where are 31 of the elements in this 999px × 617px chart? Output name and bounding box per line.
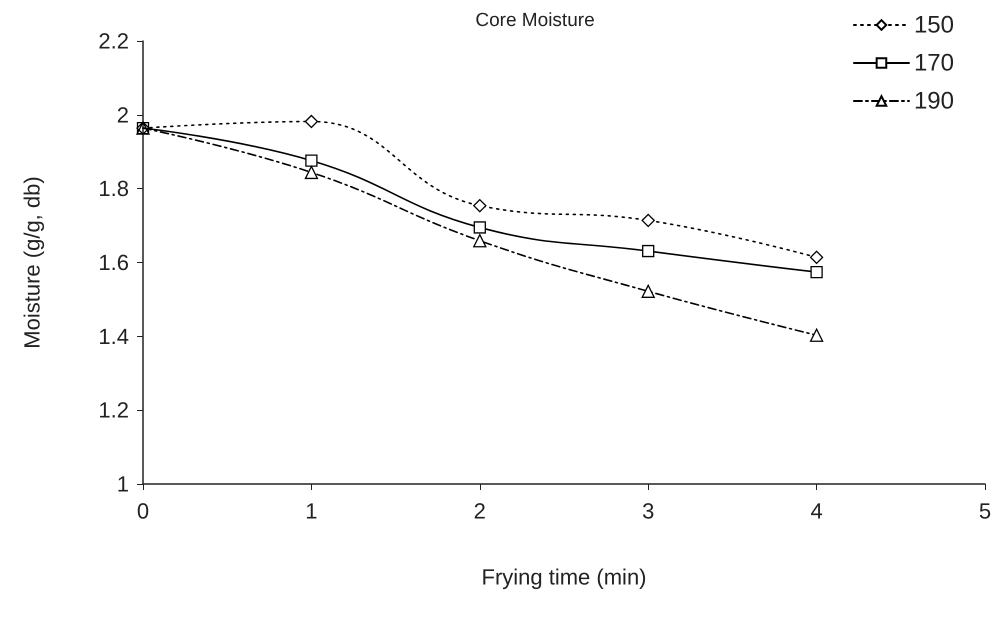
x-tick-label: 3: [642, 498, 654, 524]
y-tick-label: 1.6: [98, 250, 129, 275]
y-axis-title: Moisture (g/g, db): [20, 176, 44, 349]
y-tick-label: 1.4: [98, 324, 129, 349]
point: [810, 250, 824, 264]
point: [810, 266, 823, 278]
point: [474, 221, 486, 234]
chart-title: Core Moisture: [475, 10, 595, 31]
point: [305, 154, 318, 167]
legend-label: 150: [914, 12, 954, 38]
y-tick-label: 2.2: [98, 28, 129, 54]
point: [642, 214, 655, 228]
x-tick-label: 0: [136, 498, 150, 524]
x-tick-label: 1: [305, 498, 318, 524]
point: [304, 166, 318, 180]
point: [810, 328, 824, 342]
y-tick-label: 1.8: [98, 176, 129, 202]
x-tick-label: 4: [810, 498, 823, 524]
legend-label: 170: [914, 50, 954, 76]
y-tick-label: 2: [116, 102, 129, 128]
y-tick-label: 1.2: [98, 398, 129, 423]
point: [304, 114, 318, 128]
point: [473, 199, 486, 212]
x-tick-label: 5: [978, 498, 992, 524]
point: [473, 234, 486, 248]
y-tick-label: 1: [116, 472, 129, 496]
legend-label: 190: [914, 88, 954, 114]
x-tick-label: 2: [474, 498, 486, 524]
x-axis-title: Frying time (min): [481, 564, 647, 590]
point: [642, 244, 654, 258]
point: [642, 284, 655, 298]
